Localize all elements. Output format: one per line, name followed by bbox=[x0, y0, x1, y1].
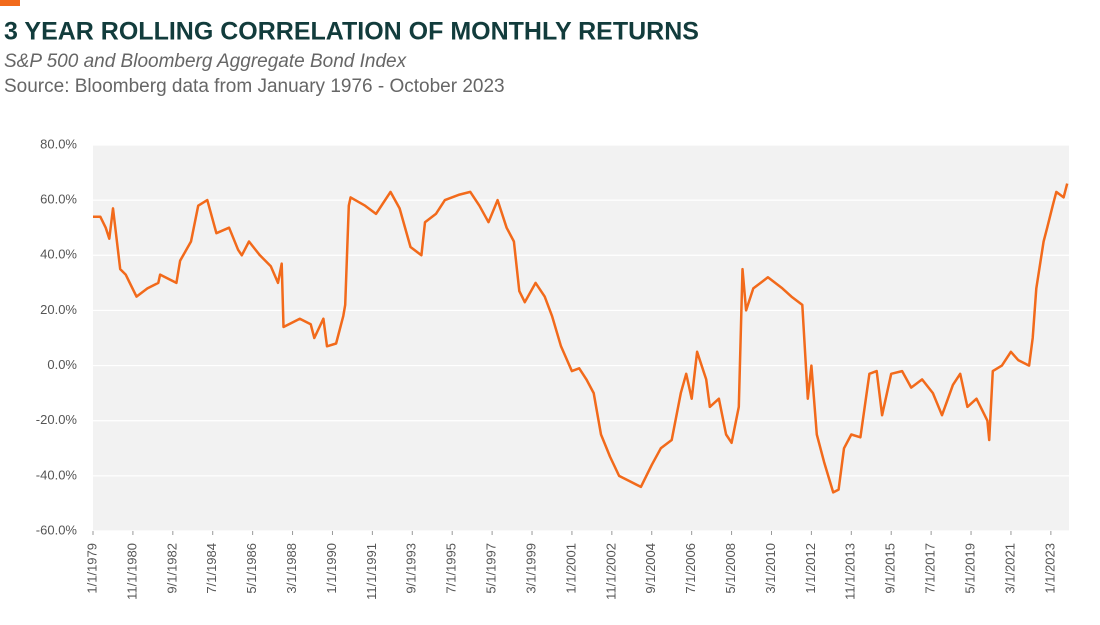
x-tick-label: 9/1/1993 bbox=[404, 543, 419, 594]
y-tick-label: 0.0% bbox=[47, 357, 77, 372]
y-tick-label: 20.0% bbox=[40, 302, 77, 317]
chart-source: Source: Bloomberg data from January 1976… bbox=[4, 76, 505, 97]
x-tick-label: 11/1/2002 bbox=[603, 543, 618, 600]
x-tick-label: 3/1/1988 bbox=[284, 543, 299, 594]
data-line bbox=[93, 183, 1069, 494]
x-tick-label: 1/1/2012 bbox=[803, 543, 818, 594]
x-tick-label: 3/1/2021 bbox=[1002, 543, 1017, 594]
x-tick-label: 5/1/1986 bbox=[244, 543, 259, 594]
y-tick-label: 60.0% bbox=[40, 192, 77, 207]
x-tick-label: 11/1/1991 bbox=[364, 543, 379, 600]
x-tick-label: 5/1/2008 bbox=[723, 543, 738, 594]
x-tick-label: 7/1/2006 bbox=[683, 543, 698, 594]
x-tick-label: 9/1/2004 bbox=[643, 543, 658, 594]
x-tick-label: 3/1/1999 bbox=[523, 543, 538, 594]
x-tick-label: 11/1/2013 bbox=[843, 543, 858, 600]
chart-subtitle: S&P 500 and Bloomberg Aggregate Bond Ind… bbox=[4, 51, 408, 72]
y-tick-label: 40.0% bbox=[40, 247, 77, 262]
x-tick-label: 3/1/2010 bbox=[763, 543, 778, 594]
plot-area bbox=[93, 145, 1069, 531]
x-tick-label: 5/1/2019 bbox=[962, 543, 977, 594]
x-tick-label: 7/1/2017 bbox=[923, 543, 938, 594]
brand-mark bbox=[0, 0, 20, 6]
y-tick-label: 80.0% bbox=[40, 136, 77, 151]
x-tick-label: 5/1/1997 bbox=[484, 543, 499, 594]
y-tick-label: -20.0% bbox=[36, 412, 78, 427]
x-tick-label: 7/1/1995 bbox=[444, 543, 459, 594]
x-tick-label: 1/1/1979 bbox=[84, 543, 99, 594]
x-tick-label: 1/1/2001 bbox=[563, 543, 578, 594]
x-tick-label: 1/1/2023 bbox=[1042, 543, 1057, 594]
chart-title: 3 YEAR ROLLING CORRELATION OF MONTHLY RE… bbox=[4, 18, 699, 46]
x-tick-label: 7/1/1984 bbox=[204, 543, 219, 594]
x-tick-label: 11/1/1980 bbox=[124, 543, 139, 600]
y-tick-label: -60.0% bbox=[36, 522, 78, 537]
x-tick-label: 1/1/1990 bbox=[324, 543, 339, 594]
x-tick-label: 9/1/2015 bbox=[883, 543, 898, 594]
y-tick-label: -40.0% bbox=[36, 467, 78, 482]
x-tick-label: 9/1/1982 bbox=[164, 543, 179, 594]
